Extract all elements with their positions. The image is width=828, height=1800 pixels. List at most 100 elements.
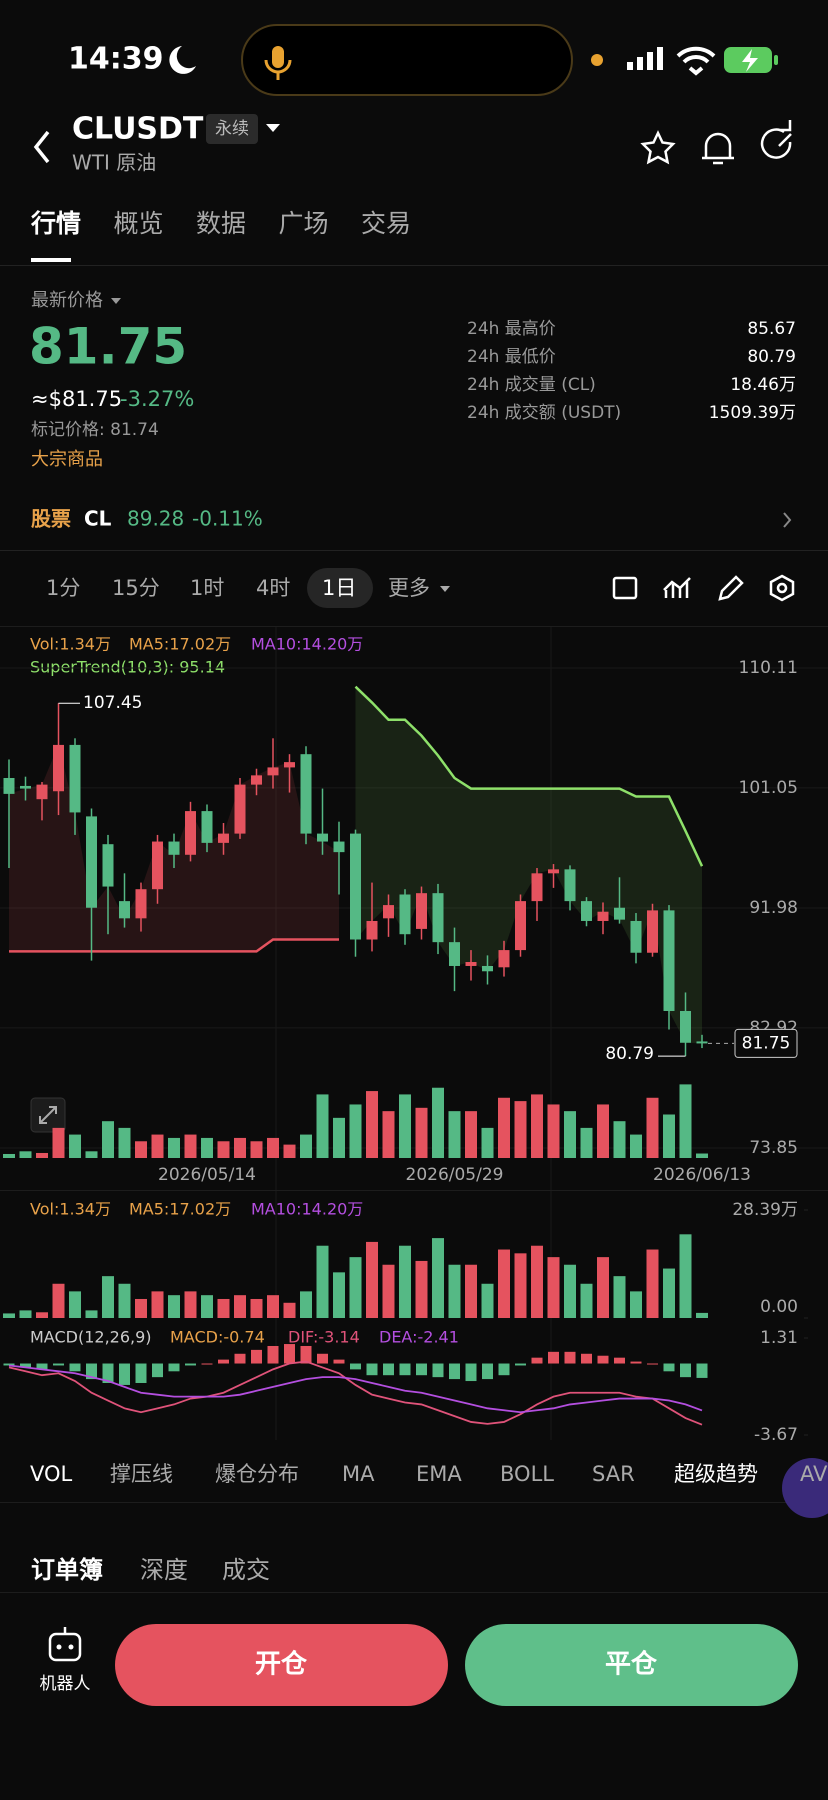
favorite-button[interactable]	[640, 130, 676, 165]
charging-icon	[742, 49, 758, 72]
macd-bar	[548, 1351, 559, 1364]
last-price-tag: 81.75	[742, 1033, 791, 1053]
indicator-tab[interactable]: MA	[342, 1462, 375, 1486]
volume-bar	[514, 1253, 527, 1318]
volume-bar	[184, 1134, 197, 1158]
volume-bar	[366, 1241, 378, 1318]
last-price-tag-bg	[734, 1028, 798, 1058]
symbol: CLUSDT	[72, 112, 204, 147]
supertrend-fill	[9, 744, 339, 952]
mic-icon	[272, 46, 284, 68]
status-time: 14:39	[68, 42, 164, 77]
tab[interactable]: 行情	[30, 209, 81, 238]
volume-bar	[118, 1127, 131, 1158]
volume-bar	[135, 1298, 147, 1318]
volume-bar	[646, 1249, 659, 1318]
legend-item: DEA:-2.41	[379, 1328, 459, 1347]
tab[interactable]: 数据	[196, 209, 246, 238]
price-label-dropdown[interactable]	[111, 298, 121, 304]
indicator-button[interactable]	[663, 577, 691, 598]
volume-bar	[151, 1134, 164, 1158]
interval-selected-bg	[307, 568, 373, 608]
volume-bar	[69, 1134, 81, 1158]
indicator-tab[interactable]: 爆仓分布	[215, 1462, 299, 1486]
candle-body	[102, 844, 114, 887]
macd-bar	[168, 1363, 180, 1372]
candle-body	[399, 894, 411, 935]
interval[interactable]: 1日	[322, 576, 356, 600]
interval[interactable]: 1分	[46, 576, 80, 600]
macd-bar	[449, 1363, 460, 1380]
volume-bar	[399, 1245, 411, 1318]
volume-bar	[349, 1104, 362, 1158]
volume-bar	[531, 1094, 543, 1158]
tab[interactable]: 交易	[361, 209, 411, 238]
volume-bar	[415, 1260, 428, 1318]
open-position-button[interactable]	[115, 1624, 448, 1706]
y-tick-label: -3.67	[754, 1425, 798, 1445]
volume-bar	[267, 1295, 279, 1318]
macd-bar	[614, 1357, 625, 1364]
back-button[interactable]	[33, 130, 50, 164]
volume-bar	[267, 1137, 279, 1158]
macd-bar	[218, 1359, 229, 1364]
indicator-tab[interactable]: BOLL	[500, 1462, 554, 1486]
volume-bar	[481, 1283, 494, 1318]
macd-bar	[234, 1353, 246, 1364]
indicator-tab[interactable]: 撑压线	[110, 1462, 173, 1486]
interval[interactable]: 更多	[388, 576, 430, 600]
indicator-tab[interactable]: SAR	[592, 1462, 635, 1486]
volume-bar	[135, 1141, 147, 1158]
candle-body	[482, 965, 493, 972]
tab[interactable]: 广场	[279, 209, 329, 238]
volume-bar	[52, 1283, 65, 1318]
macd-bar	[696, 1363, 708, 1378]
volume-bar	[19, 1310, 32, 1318]
alert-button[interactable]	[702, 132, 734, 165]
volume-bar	[168, 1137, 180, 1158]
category-tag: 大宗商品	[31, 449, 103, 470]
indicator-tab[interactable]: AV	[800, 1462, 828, 1486]
share-button[interactable]	[760, 120, 792, 159]
close-position-button[interactable]	[465, 1624, 798, 1706]
orderbook-tab[interactable]: 订单簿	[31, 1556, 103, 1584]
orderbook-tab[interactable]: 深度	[140, 1556, 188, 1584]
candle-body	[696, 1041, 708, 1044]
macd-bar	[201, 1363, 213, 1365]
volume-bar	[481, 1127, 494, 1158]
volume-bar	[250, 1141, 263, 1158]
macd-bar	[69, 1363, 81, 1372]
indicator-tab[interactable]: 超级趋势	[674, 1462, 758, 1486]
tab[interactable]: 概览	[114, 209, 164, 238]
volume-bar	[498, 1249, 510, 1318]
interval[interactable]: 15分	[112, 576, 160, 600]
y-tick-label: 1.31	[760, 1328, 798, 1348]
last-price: 81.75	[29, 318, 187, 376]
candle-body	[152, 841, 163, 890]
interval[interactable]: 4时	[256, 576, 290, 600]
indicator-tab[interactable]: EMA	[416, 1462, 462, 1486]
volume-bar	[630, 1134, 642, 1158]
robot-eye	[68, 1644, 74, 1650]
more-dropdown[interactable]	[440, 586, 450, 592]
macd-bar	[102, 1363, 114, 1383]
y-tick-label: 0.00	[760, 1297, 798, 1317]
interval[interactable]: 1时	[190, 576, 224, 600]
symbol-dropdown[interactable]	[266, 124, 280, 132]
macd-bar	[515, 1363, 526, 1366]
price-change: -3.27%	[120, 387, 194, 411]
floating-assistant[interactable]	[782, 1458, 828, 1518]
close-position-label: 平仓	[605, 1649, 658, 1680]
fullscreen-button[interactable]	[612, 576, 638, 600]
orderbook-tab[interactable]: 成交	[222, 1556, 270, 1584]
candle-body	[3, 778, 15, 794]
open-position-label: 开仓	[255, 1649, 308, 1680]
macd-bar	[20, 1363, 31, 1368]
settings-button[interactable]	[769, 574, 795, 602]
macd-bar	[498, 1363, 510, 1376]
draw-button[interactable]	[718, 575, 744, 601]
volume-bar	[316, 1245, 329, 1318]
indicator-tab[interactable]: VOL	[30, 1462, 73, 1486]
stock-arrow[interactable]	[783, 512, 792, 528]
volume-bar	[366, 1091, 378, 1158]
